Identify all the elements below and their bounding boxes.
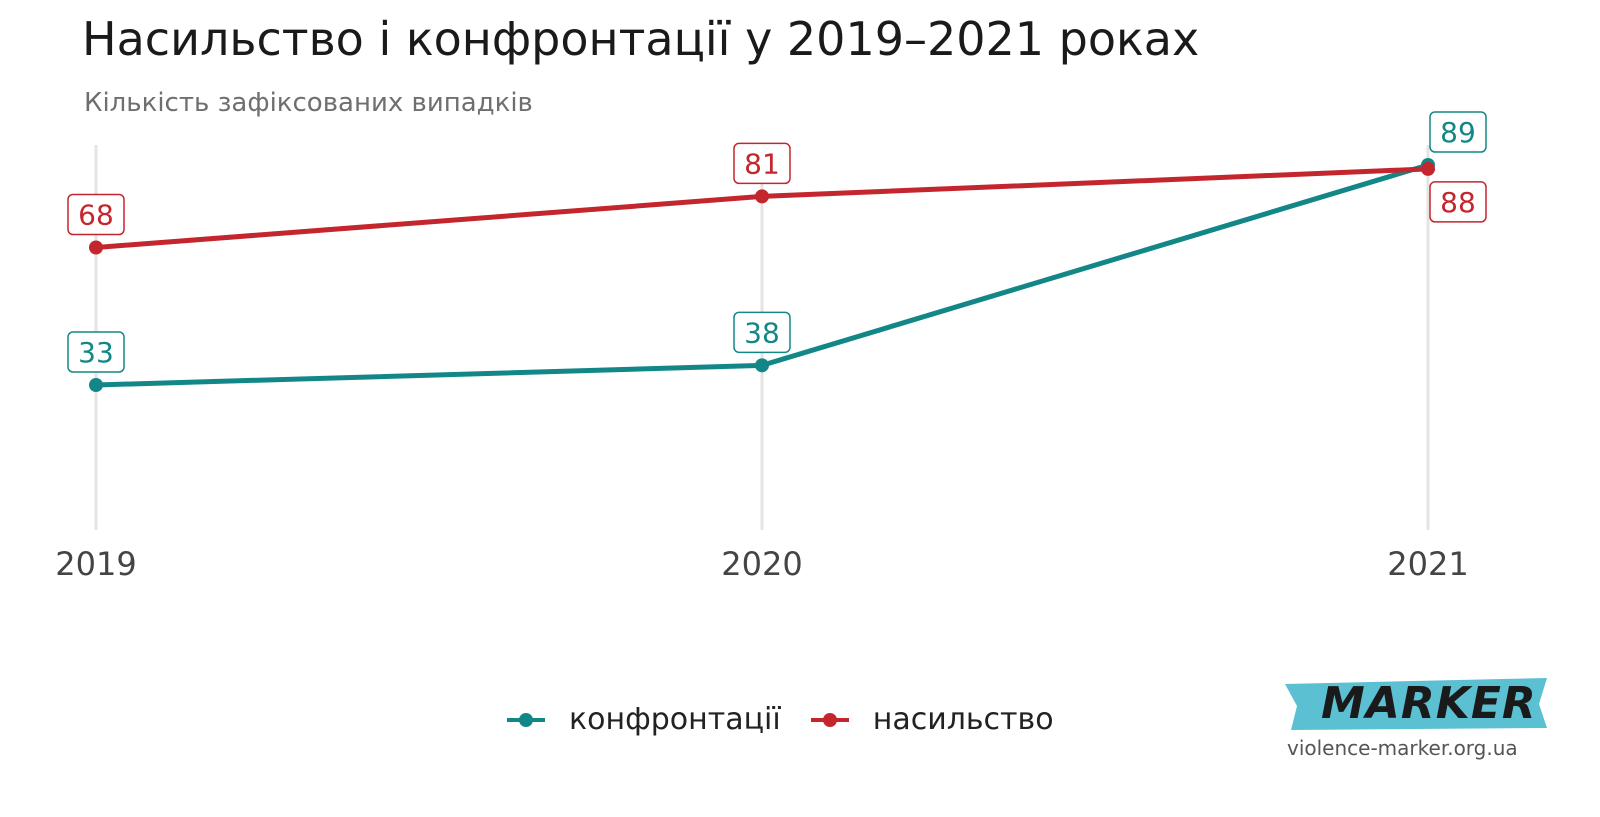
data-label-text: 68	[78, 199, 114, 232]
data-label-confrontations: 89	[1429, 111, 1487, 153]
data-point-violence	[1421, 161, 1435, 176]
legend-item-violence: насильство	[809, 702, 1054, 737]
data-label-box	[733, 142, 791, 185]
data-point-confrontations	[755, 358, 769, 373]
logo-url: violence-marker.org.ua	[1287, 736, 1518, 760]
legend-item-confrontations: конфронтації	[505, 702, 781, 737]
logo-band: MARKER	[1285, 674, 1547, 732]
data-label-box	[1429, 181, 1487, 223]
chart-subtitle: Кількість зафіксованих випадків	[84, 88, 533, 118]
marker-logo: MARKER violence-marker.org.ua	[1285, 674, 1547, 760]
legend-key-confrontations	[507, 712, 545, 727]
data-label-text: 33	[78, 336, 114, 369]
data-label-text: 88	[1440, 186, 1476, 219]
data-label-text: 81	[744, 147, 780, 180]
data-label-box	[67, 331, 125, 373]
data-label-box	[67, 193, 125, 236]
x-tick-label: 2020	[721, 545, 802, 583]
logo-wordmark: MARKER	[1321, 678, 1537, 729]
chart-title: Насильство і конфронтації у 2019–2021 ро…	[82, 12, 1200, 66]
data-label-violence: 68	[67, 193, 125, 236]
data-label-box	[733, 311, 791, 354]
x-tick-label: 2021	[1387, 545, 1468, 583]
legend-label-confrontations: конфронтації	[569, 702, 781, 737]
data-point-confrontations	[89, 378, 103, 392]
data-label-violence: 81	[733, 142, 791, 185]
data-label-confrontations: 33	[67, 331, 125, 373]
legend-label-violence: насильство	[872, 702, 1054, 737]
legend-key-violence	[810, 712, 849, 727]
data-label-violence: 88	[1429, 181, 1487, 223]
x-tick-label: 2019	[55, 545, 136, 583]
chart-legend: конфронтації насильство	[505, 702, 1082, 737]
data-label-box	[1429, 111, 1487, 153]
data-point-violence	[89, 240, 103, 255]
logo-brush-stroke	[1285, 678, 1547, 730]
data-point-violence	[755, 189, 769, 204]
data-label-confrontations: 38	[733, 311, 791, 354]
data-label-text: 38	[744, 316, 780, 349]
data-label-text: 89	[1440, 116, 1476, 149]
line-chart: 33 38 89 68 81 88 2019 2020 2021	[55, 111, 1487, 583]
